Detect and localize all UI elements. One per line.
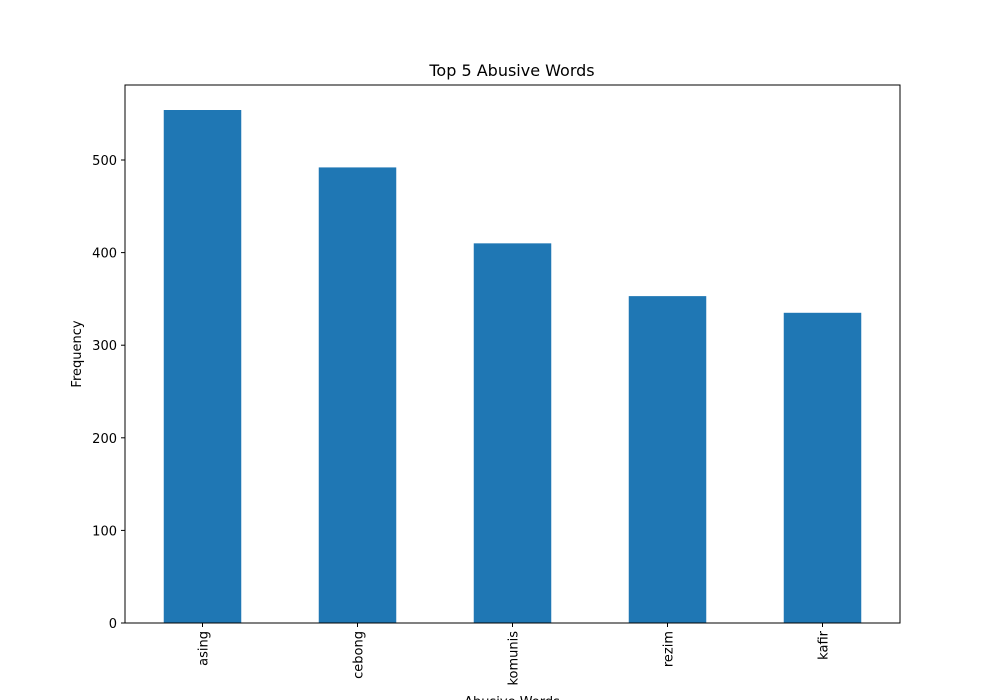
- y-tick-label: 0: [109, 617, 117, 632]
- x-tick-label: rezim: [662, 631, 677, 667]
- y-tick-label: 200: [92, 432, 117, 447]
- bar: [318, 167, 397, 623]
- plot-frame: [124, 84, 901, 624]
- y-tick-label: 400: [92, 247, 117, 262]
- x-axis-label: Abusive Words: [464, 695, 560, 700]
- x-tick-label: cebong: [352, 631, 367, 679]
- x-tick-label: kafir: [817, 630, 832, 659]
- bar: [628, 296, 707, 623]
- y-tick-label: 300: [92, 339, 117, 354]
- y-tick-label: 500: [92, 154, 117, 169]
- bar: [163, 110, 242, 624]
- x-tick-label: asing: [197, 631, 212, 666]
- y-tick-label: 100: [92, 524, 117, 539]
- bar: [473, 243, 552, 623]
- y-axis-label: Frequency: [70, 320, 85, 387]
- x-tick-label: komunis: [507, 631, 522, 686]
- chart-title: Top 5 Abusive Words: [428, 61, 594, 80]
- bar: [783, 312, 862, 623]
